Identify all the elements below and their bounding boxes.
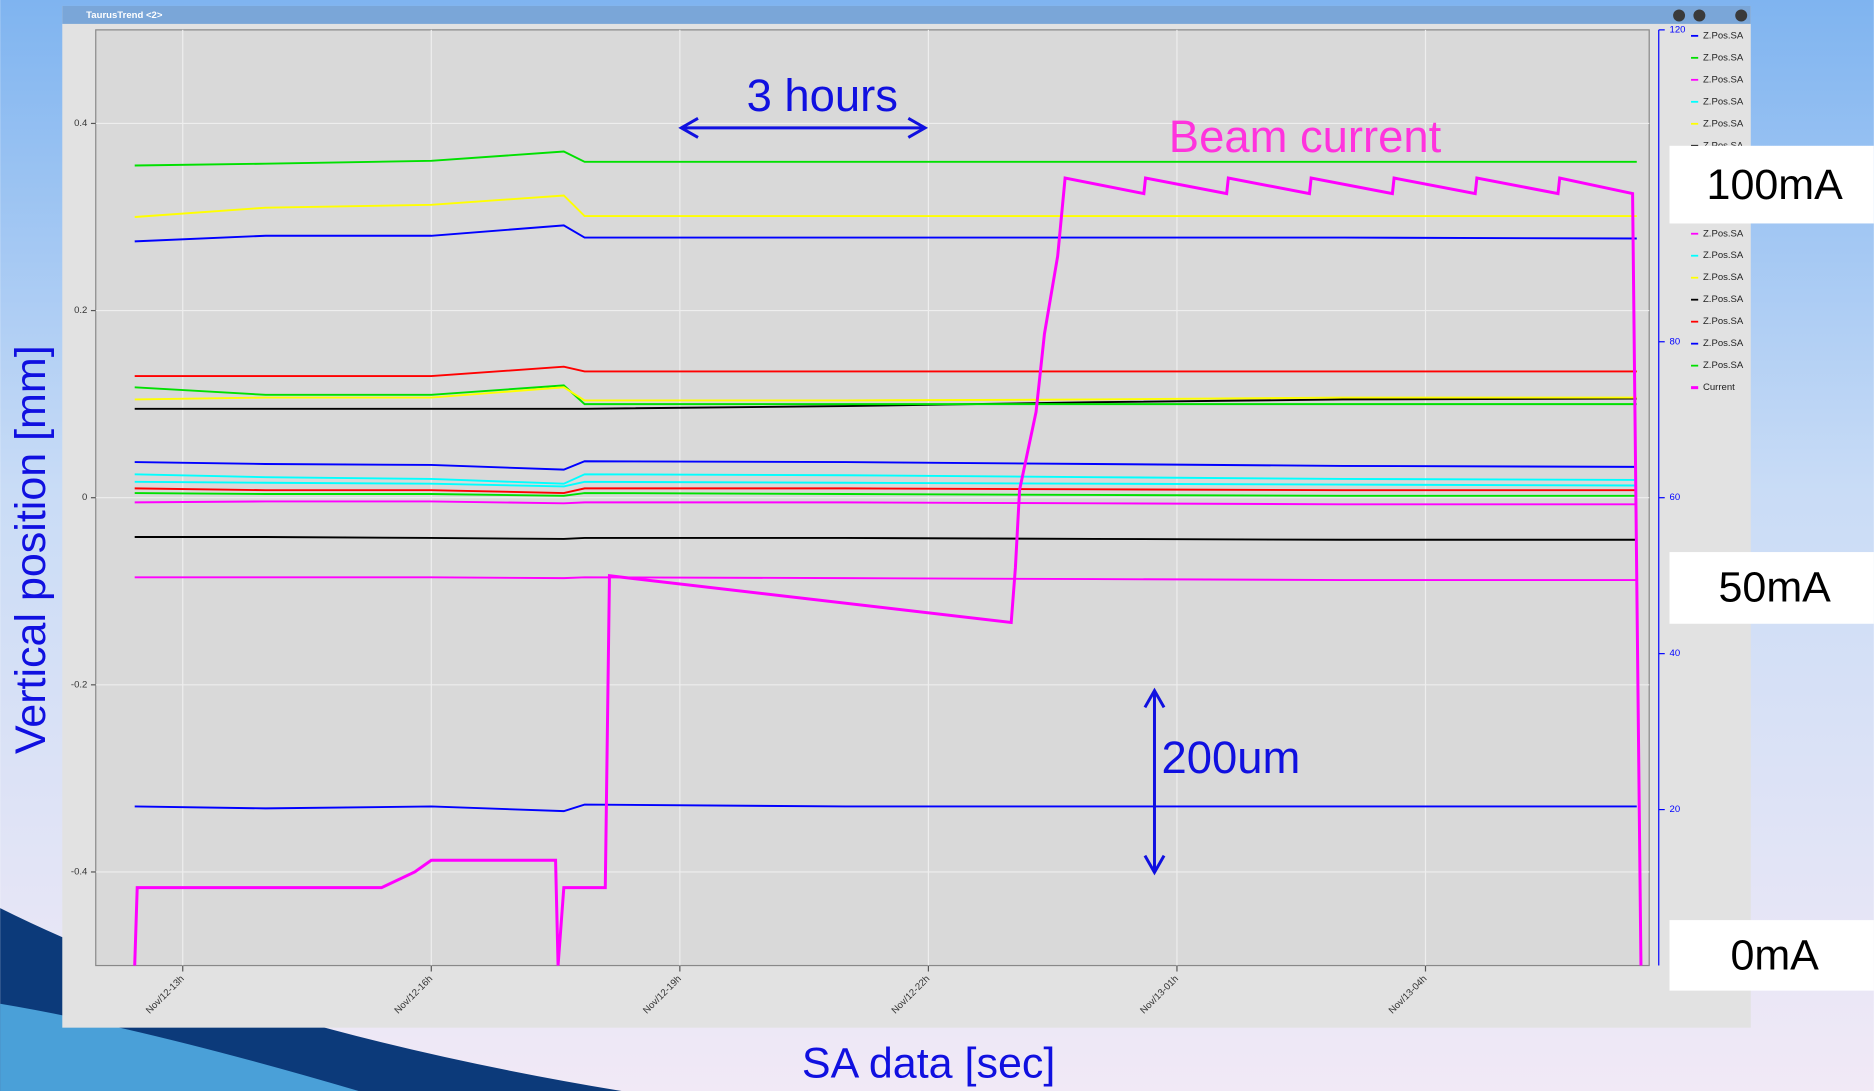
arrow-head xyxy=(678,117,929,139)
series-line xyxy=(133,176,1643,966)
y-axis-title: Vertical position [mm] xyxy=(7,345,55,754)
series-line xyxy=(134,536,1637,541)
annotation: 200um xyxy=(1162,732,1301,783)
y2-tick-label: 20 xyxy=(1670,804,1681,815)
series-line xyxy=(134,500,1637,506)
legend-label: Z.Pos.SA xyxy=(1703,272,1744,283)
legend-label: Z.Pos.SA xyxy=(1703,52,1744,63)
annotation: 3 hours xyxy=(747,70,898,121)
legend-label: Z.Pos.SA xyxy=(1703,74,1744,85)
series-line xyxy=(134,576,1637,581)
window-titlebar xyxy=(62,5,1751,24)
window-title: TaurusTrend <2> xyxy=(86,10,163,21)
y2-tick-label: 40 xyxy=(1670,648,1681,659)
arrow-head xyxy=(1143,687,1166,876)
y2-tick-label: 80 xyxy=(1670,336,1681,347)
y2-tick-label: 60 xyxy=(1670,492,1681,503)
series-line xyxy=(134,384,1637,406)
series-line xyxy=(134,803,1637,813)
series-line xyxy=(134,492,1637,497)
annotation: 50mA xyxy=(1718,564,1831,612)
annotations: 3 hours Beam current 200um 100mA 50mA 0m… xyxy=(678,70,1874,991)
series-line xyxy=(134,365,1637,378)
y-tick-label: -0.2 xyxy=(71,679,87,690)
y-tick-label: -0.4 xyxy=(71,866,88,877)
window-button[interactable] xyxy=(1693,9,1706,22)
series-line xyxy=(134,460,1637,471)
legend-label: Z.Pos.SA xyxy=(1703,316,1744,327)
label-box xyxy=(1669,552,1874,624)
legend-label: Current xyxy=(1703,382,1735,393)
series-lines xyxy=(133,150,1643,966)
window-close[interactable] xyxy=(1735,9,1748,22)
legend-label: Z.Pos.SA xyxy=(1703,294,1744,305)
annotation: Beam current xyxy=(1169,111,1442,162)
series-line xyxy=(134,224,1637,243)
series-line xyxy=(134,150,1637,167)
series-line xyxy=(134,194,1637,218)
legend-label: Z.Pos.SA xyxy=(1703,250,1744,261)
annotation: 0mA xyxy=(1730,932,1819,980)
series-line xyxy=(134,487,1637,494)
annotation: 100mA xyxy=(1707,161,1844,209)
y-tick-label: 0.2 xyxy=(74,305,87,316)
legend-label: Z.Pos.SA xyxy=(1703,118,1744,129)
legend-label: Z.Pos.SA xyxy=(1703,30,1744,41)
y2-tick-label: 120 xyxy=(1670,24,1686,35)
y-tick-label: 0.4 xyxy=(74,118,88,129)
series-line xyxy=(134,480,1637,488)
window-button[interactable] xyxy=(1673,9,1686,22)
series-line xyxy=(134,473,1637,485)
legend-label: Z.Pos.SA xyxy=(1703,96,1744,107)
label-box xyxy=(1669,145,1874,224)
legend-label: Z.Pos.SA xyxy=(1703,360,1744,371)
legend-label: Z.Pos.SA xyxy=(1703,338,1744,349)
legend-label: Z.Pos.SA xyxy=(1703,228,1744,239)
x-axis-title: SA data [sec] xyxy=(802,1039,1055,1087)
series-line xyxy=(134,386,1637,402)
series-line xyxy=(134,397,1637,410)
y-tick-label: 0 xyxy=(82,492,87,503)
label-box xyxy=(1669,920,1874,991)
